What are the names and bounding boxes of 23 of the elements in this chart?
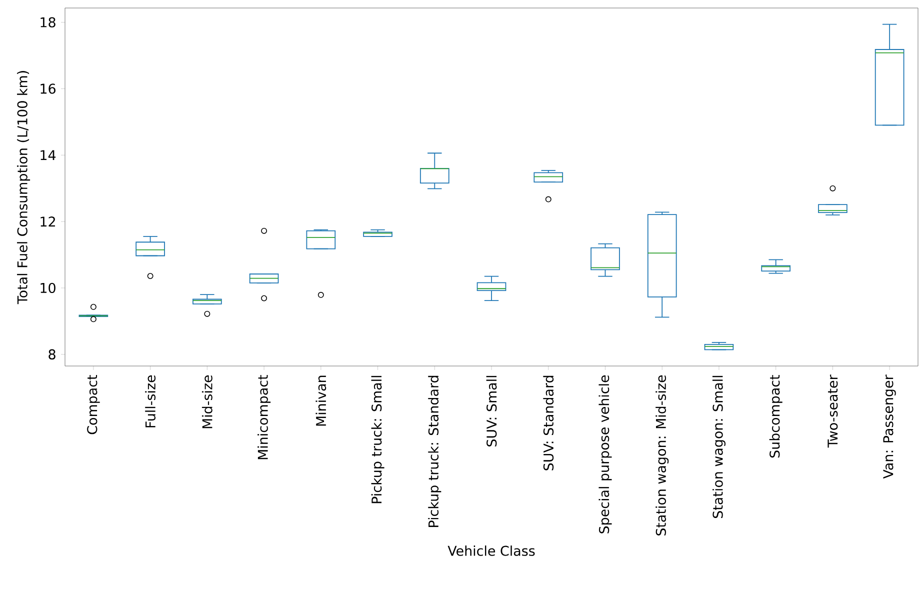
x-tick-label: Pickup truck: Standard (428, 376, 442, 527)
x-tick-label: SUV: Small (486, 376, 497, 446)
x-tick-label: Full-size (145, 375, 156, 428)
x-tick-label: Two-seater (828, 374, 838, 448)
x-tick-label: Mid-size (202, 375, 212, 428)
x-tick-label: Minivan (316, 376, 326, 426)
y-tick-label: 8 (48, 349, 56, 360)
y-tick-label: 18 (40, 17, 56, 28)
y-tick-label: 12 (40, 216, 55, 227)
x-tick-label: Station wagon: Small (712, 376, 726, 518)
y-tick-label: 16 (40, 84, 56, 94)
x-axis-title: Vehicle Class (448, 546, 535, 556)
x-tick-label: Van: Passenger (883, 374, 896, 479)
y-tick-label: 14 (40, 150, 56, 160)
y-tick-label: 10 (40, 282, 56, 294)
x-tick-label: Special purpose vehicle (598, 375, 612, 534)
x-tick-label: Compact (87, 374, 100, 434)
x-tick-label: SUV: Standard (543, 376, 554, 470)
x-tick-label: Minicompact (258, 374, 271, 460)
x-tick-label: Subcompact (769, 374, 782, 458)
y-axis-title: Total Fuel Consumption (L/100 km) (17, 71, 30, 304)
x-tick-label: Station wagon: Mid-size (656, 375, 669, 536)
x-tick-label: Pickup truck: Small (371, 376, 384, 504)
